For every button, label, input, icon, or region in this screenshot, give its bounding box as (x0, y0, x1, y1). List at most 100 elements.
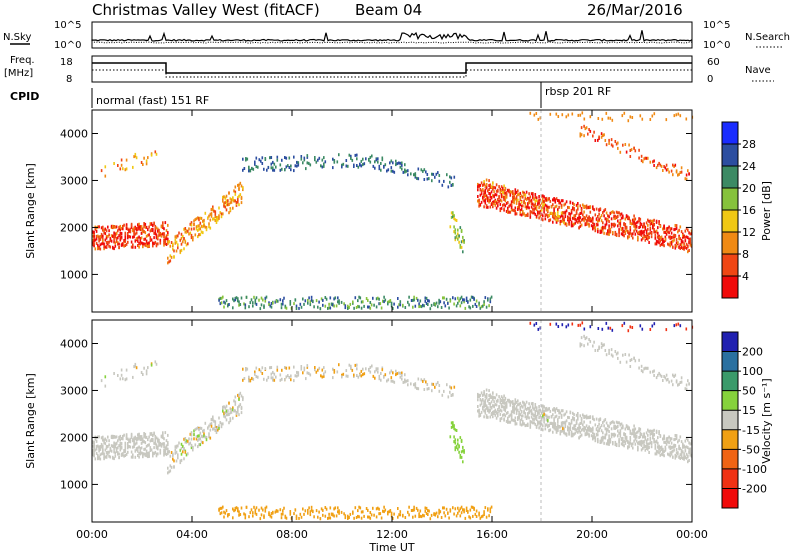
power-cell (104, 165, 107, 169)
power-cell (113, 231, 115, 235)
power-cell (655, 219, 658, 223)
velocity-cell (114, 454, 117, 458)
power-cell (494, 203, 497, 207)
velocity-cell (664, 447, 667, 451)
y-tick-label: 1000 (60, 268, 88, 281)
power-cell (214, 219, 217, 222)
power-cell (589, 129, 592, 133)
power-cell (628, 143, 630, 147)
velocity-cell (158, 438, 160, 442)
power-cell (672, 163, 674, 167)
power-cell (159, 238, 162, 242)
power-cell (512, 208, 514, 212)
velocity-cell (494, 403, 497, 407)
velocity-cell (612, 420, 614, 424)
velocity-cell (513, 402, 515, 406)
velocity-cell (145, 444, 148, 448)
velocity-cell (683, 452, 685, 456)
power-cell (210, 207, 213, 211)
velocity-cell (145, 454, 148, 458)
velocity-cell (495, 393, 498, 397)
velocity-cell (120, 437, 123, 440)
power-cell (195, 227, 198, 231)
power-cell (438, 174, 441, 177)
power-cell (492, 187, 494, 191)
power-cell (155, 236, 158, 240)
power-cell (613, 224, 615, 228)
power-cell (632, 232, 634, 236)
velocity-cell (573, 413, 575, 417)
velocity-cell (113, 372, 115, 375)
power-cell (582, 213, 584, 217)
power-cell (605, 219, 608, 223)
colorbar-frame (721, 331, 739, 509)
velocity-cell (599, 439, 602, 443)
power-cell (349, 302, 352, 306)
power-cell (587, 222, 589, 226)
velocity-cell (497, 408, 499, 412)
velocity-cell (152, 454, 154, 458)
velocity-cell (323, 372, 325, 376)
velocity-cell (395, 373, 397, 377)
velocity-cell (494, 410, 497, 414)
velocity-cell (484, 411, 487, 415)
power-cell (648, 236, 650, 239)
velocity-cell (386, 379, 388, 383)
power-cell (571, 112, 574, 116)
velocity-cell (314, 368, 316, 372)
power-cell (629, 226, 632, 229)
velocity-cell (408, 505, 410, 509)
power-cell (147, 242, 149, 246)
power-cell (508, 190, 510, 194)
power-cell (329, 306, 332, 310)
velocity-cell (93, 449, 95, 453)
velocity-cell (647, 447, 649, 451)
velocity-cell (565, 325, 568, 329)
velocity-cell (115, 441, 118, 445)
power-cell (539, 210, 542, 213)
velocity-cell (219, 421, 222, 425)
power-cell (255, 165, 258, 169)
power-cell (624, 226, 627, 230)
power-cell (260, 303, 263, 307)
power-cell (609, 211, 612, 215)
velocity-cell (387, 512, 389, 516)
velocity-cell (535, 322, 538, 325)
velocity-cell (499, 412, 502, 416)
velocity-cell (590, 429, 593, 433)
velocity-cell (513, 409, 515, 413)
power-cell (390, 301, 393, 305)
power-cell (664, 231, 667, 234)
velocity-cell (413, 383, 415, 387)
power-cell (223, 305, 225, 309)
power-cell (125, 167, 128, 171)
velocity-cell (604, 418, 607, 422)
velocity-cell (167, 443, 169, 447)
velocity-cell (125, 368, 128, 372)
velocity-cell (654, 452, 657, 456)
power-cell (189, 222, 192, 226)
power-cell (648, 219, 650, 223)
power-cell (522, 204, 524, 208)
power-cell (652, 221, 654, 225)
velocity-cell (619, 360, 622, 364)
velocity-cell (120, 373, 123, 377)
velocity-cell (283, 506, 285, 510)
velocity-cell (255, 366, 258, 370)
power-cell (642, 225, 644, 229)
power-cell (568, 212, 570, 216)
power-cell (175, 249, 178, 253)
velocity-cell (638, 429, 640, 433)
velocity-cell (507, 398, 509, 402)
power-cell (644, 156, 647, 160)
velocity-cell (251, 377, 253, 380)
power-cell (158, 228, 160, 232)
velocity-cell (303, 512, 305, 516)
velocity-cell (545, 417, 548, 421)
power-cell (484, 194, 487, 197)
velocity-cell (170, 465, 173, 469)
velocity-cell (534, 405, 537, 409)
power-cell (683, 246, 685, 249)
velocity-cell (375, 368, 378, 372)
velocity-cell (637, 445, 639, 449)
